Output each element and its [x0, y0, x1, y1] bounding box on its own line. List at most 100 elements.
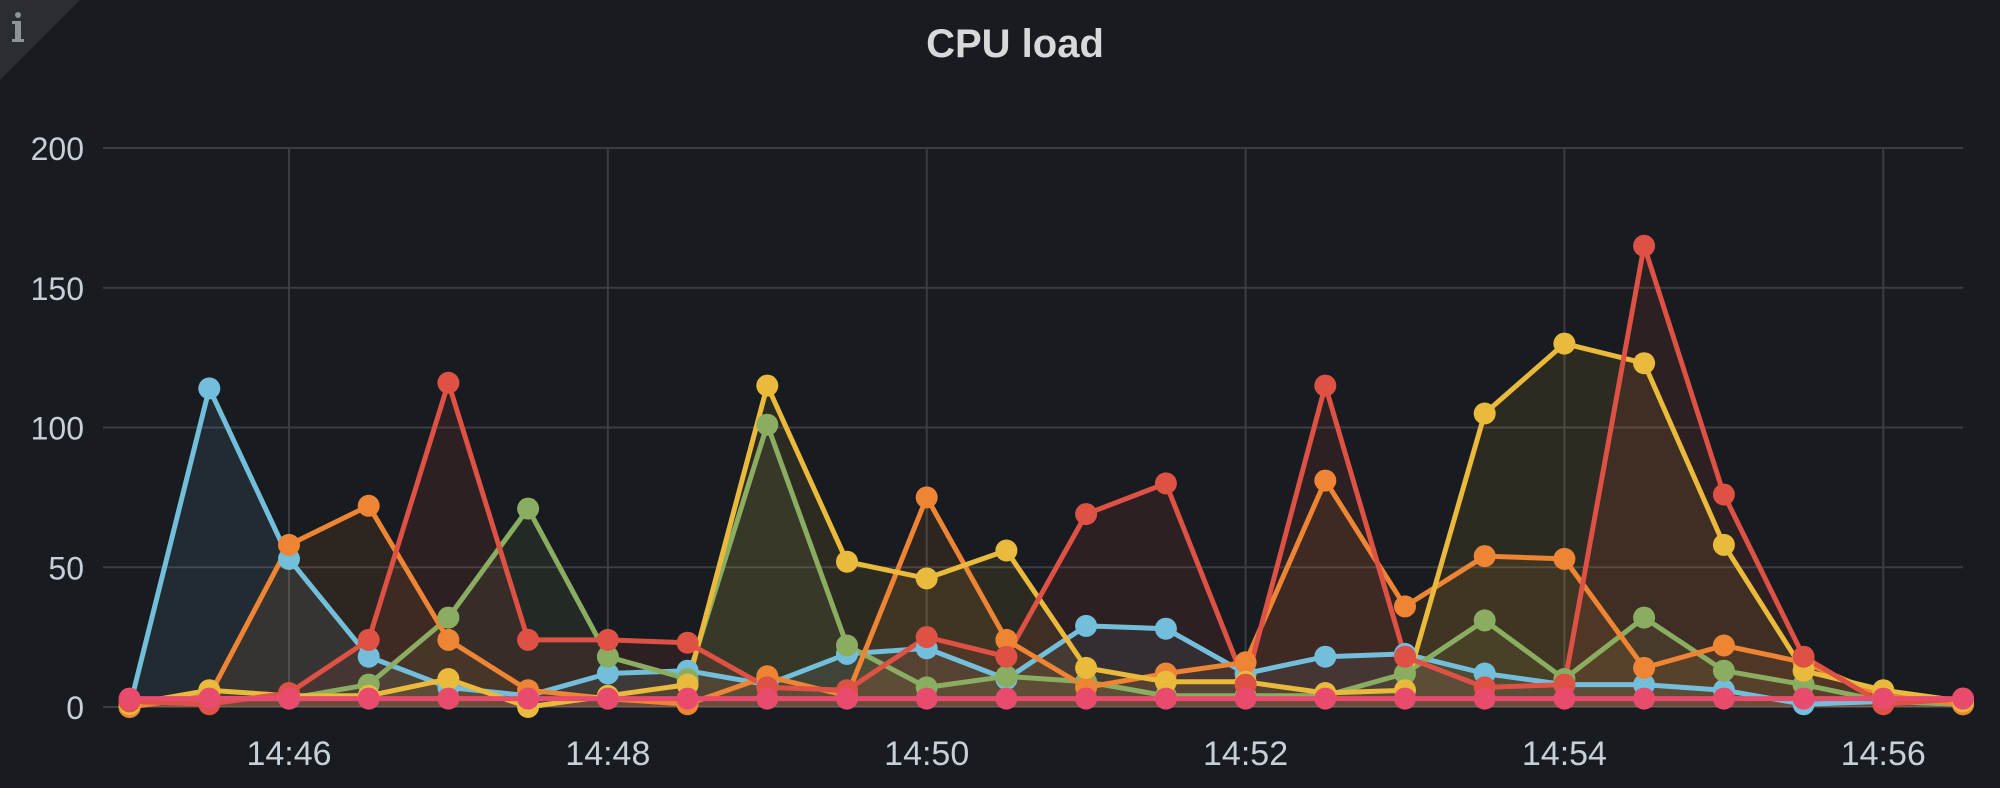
- data-point[interactable]: [1314, 374, 1337, 397]
- x-tick-label: 14:50: [884, 735, 969, 773]
- data-point[interactable]: [756, 413, 779, 436]
- data-point[interactable]: [1712, 634, 1735, 657]
- series-area: [129, 245, 1964, 708]
- data-point[interactable]: [756, 374, 779, 397]
- data-point[interactable]: [357, 628, 380, 651]
- data-point[interactable]: [1872, 687, 1895, 710]
- data-point[interactable]: [1712, 659, 1735, 682]
- data-point[interactable]: [437, 687, 460, 710]
- data-point[interactable]: [1314, 687, 1337, 710]
- data-point[interactable]: [836, 687, 858, 710]
- x-tick-label: 14:46: [246, 735, 331, 773]
- data-point[interactable]: [278, 687, 300, 710]
- data-point[interactable]: [995, 665, 1018, 688]
- data-point[interactable]: [1234, 651, 1257, 674]
- data-point[interactable]: [1075, 656, 1098, 679]
- data-point[interactable]: [437, 606, 460, 629]
- data-point[interactable]: [1394, 595, 1416, 618]
- data-point[interactable]: [1154, 472, 1177, 495]
- data-point[interactable]: [1633, 656, 1656, 679]
- data-point[interactable]: [118, 687, 141, 710]
- data-point[interactable]: [1952, 687, 1974, 710]
- info-icon[interactable]: [0, 0, 80, 80]
- data-point[interactable]: [1314, 645, 1337, 668]
- panel-title[interactable]: CPU load: [926, 22, 1104, 66]
- data-point[interactable]: [1633, 606, 1656, 629]
- data-point[interactable]: [278, 533, 300, 556]
- data-point[interactable]: [676, 631, 699, 654]
- x-tick-label: 14:48: [565, 735, 650, 773]
- data-point[interactable]: [517, 687, 540, 710]
- data-point[interactable]: [437, 371, 460, 394]
- data-point[interactable]: [1712, 533, 1735, 556]
- data-point[interactable]: [1792, 645, 1815, 668]
- data-point[interactable]: [1234, 687, 1257, 710]
- y-tick-label: 150: [31, 271, 84, 307]
- data-point[interactable]: [1553, 332, 1576, 355]
- data-point[interactable]: [1154, 687, 1177, 710]
- series-lines: [127, 243, 1964, 710]
- data-point[interactable]: [915, 626, 938, 649]
- data-point[interactable]: [357, 645, 380, 668]
- data-point[interactable]: [995, 645, 1018, 668]
- data-point[interactable]: [676, 687, 699, 710]
- data-point[interactable]: [1314, 469, 1337, 492]
- y-tick-label: 100: [31, 411, 84, 447]
- x-tick-label: 14:52: [1203, 735, 1288, 773]
- data-point[interactable]: [1712, 687, 1735, 710]
- data-point[interactable]: [1473, 545, 1496, 568]
- data-point[interactable]: [596, 662, 619, 685]
- data-point[interactable]: [915, 486, 938, 509]
- data-point[interactable]: [437, 668, 460, 690]
- data-point[interactable]: [836, 550, 858, 573]
- data-point[interactable]: [437, 628, 460, 651]
- data-point[interactable]: [1473, 402, 1496, 425]
- data-point[interactable]: [1633, 352, 1656, 375]
- data-point[interactable]: [198, 377, 221, 400]
- data-point[interactable]: [1473, 609, 1496, 632]
- series-line[interactable]: [129, 478, 1964, 710]
- data-point[interactable]: [756, 687, 779, 710]
- data-point[interactable]: [357, 687, 380, 710]
- data-point[interactable]: [1394, 687, 1416, 710]
- data-point[interactable]: [995, 539, 1018, 562]
- data-point[interactable]: [1473, 687, 1496, 710]
- data-point[interactable]: [357, 494, 380, 517]
- data-point[interactable]: [1553, 687, 1576, 710]
- data-point[interactable]: [517, 628, 540, 651]
- data-point[interactable]: [1154, 617, 1177, 640]
- data-point[interactable]: [1633, 234, 1656, 257]
- data-point[interactable]: [1712, 483, 1735, 506]
- data-point[interactable]: [1553, 547, 1576, 570]
- data-point[interactable]: [596, 687, 619, 710]
- x-tick-label: 14:54: [1522, 735, 1607, 773]
- y-tick-label: 200: [31, 131, 84, 167]
- data-point[interactable]: [1394, 662, 1416, 685]
- grid: [103, 147, 1963, 708]
- data-point[interactable]: [995, 628, 1018, 651]
- data-point[interactable]: [198, 687, 221, 710]
- data-point[interactable]: [836, 634, 858, 657]
- series-points: [118, 234, 1974, 718]
- series-line[interactable]: [129, 243, 1964, 707]
- data-point[interactable]: [517, 497, 540, 520]
- data-point[interactable]: [1633, 687, 1656, 710]
- data-point[interactable]: [1075, 503, 1098, 526]
- data-point[interactable]: [596, 628, 619, 651]
- series-line[interactable]: [129, 341, 1964, 710]
- data-point[interactable]: [915, 687, 938, 710]
- data-point[interactable]: [1075, 687, 1098, 710]
- series-line[interactable]: [129, 422, 1964, 707]
- data-point[interactable]: [995, 687, 1018, 710]
- data-point[interactable]: [1075, 614, 1098, 637]
- data-point[interactable]: [1394, 645, 1416, 668]
- data-point[interactable]: [596, 645, 619, 668]
- y-tick-label: 50: [48, 550, 84, 586]
- series-area: [129, 343, 1964, 707]
- data-point[interactable]: [1154, 670, 1177, 693]
- axis-labels: 0 50 100 150 200 14:46 14:48 14:50 14:52 14:54 14:…: [31, 131, 1926, 773]
- data-point[interactable]: [1792, 687, 1815, 710]
- data-point[interactable]: [915, 567, 938, 590]
